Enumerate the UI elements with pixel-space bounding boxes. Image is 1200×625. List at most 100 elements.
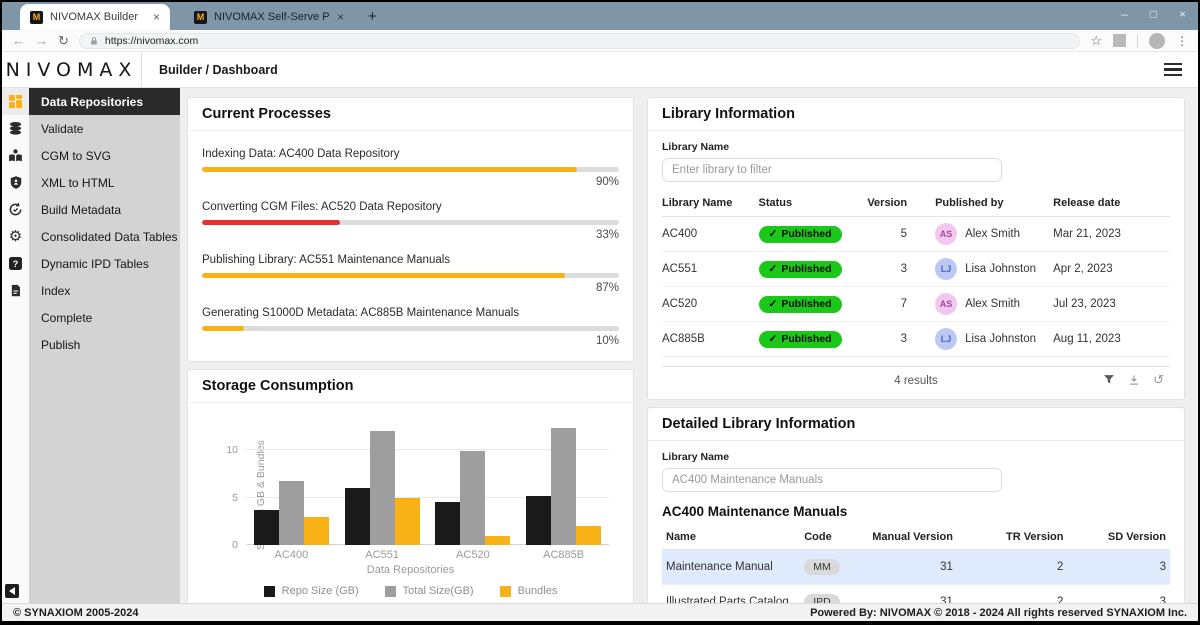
database-icon[interactable] [2, 115, 29, 142]
tr-version-cell: 2 [1057, 596, 1064, 603]
tab-nivomax-self-serve-portal[interactable]: M NIVOMAX Self-Serve Portal × [184, 4, 354, 30]
version-cell: 7 [900, 298, 908, 310]
url-text: https://nivomax.com [104, 34, 199, 47]
table-row[interactable]: AC885B ✓ Published 3 LJ Lisa Johnston Aug 11, … [662, 322, 1170, 357]
shield-icon[interactable] [2, 169, 29, 196]
footer-copyright-right: Powered By: NIVOMAX © 2018 - 2024 All ri… [810, 606, 1187, 619]
sidebar-item-xml-to-html[interactable]: XML to HTML [41, 176, 115, 190]
legend-item: Bundles [499, 585, 557, 597]
browser-tab-bar: M NIVOMAX Builder × M NIVOMAX Self-Serve… [2, 2, 1198, 30]
code-badge: IPD [804, 594, 840, 603]
tab-close-icon[interactable]: × [152, 10, 160, 24]
library-name-cell: AC551 [662, 263, 698, 275]
sidebar-item-publish[interactable]: Publish [41, 338, 81, 352]
bar [394, 497, 420, 545]
process-label: Converting CGM Files: AC520 Data Reposit… [202, 201, 442, 213]
table-row[interactable]: AC520 ✓ Published 7 AS Alex Smith Jul 23, 2023 [662, 287, 1170, 322]
help-icon[interactable]: ? [2, 250, 29, 277]
progress-percent: 87% [595, 282, 619, 294]
bar [460, 451, 486, 545]
hamburger-menu-icon[interactable] [1164, 52, 1182, 87]
library-name-cell: AC400 [662, 228, 698, 240]
library-filter-input[interactable] [662, 158, 1002, 182]
reload-icon[interactable]: ↻ [58, 33, 69, 48]
sidebar-item-cgm-to-svg[interactable]: CGM to SVG [41, 149, 112, 163]
status-cell: ✓ Published [758, 330, 866, 348]
publisher-name: Lisa Johnston [965, 263, 1037, 275]
x-tick-label: AC885B [543, 549, 585, 561]
forward-icon[interactable]: → [35, 33, 48, 48]
y-tick-label: 10 [226, 444, 238, 457]
table-row[interactable]: Illustrated Parts Catalog IPD 31 2 3 [662, 585, 1170, 603]
table-row[interactable]: AC400 ✓ Published 5 AS Alex Smith Mar 21, 2023 [662, 217, 1170, 252]
sidebar-item-consolidated-data-tables[interactable]: Consolidated Data Tables [41, 230, 178, 244]
manual-version-cell: 31 [940, 596, 953, 603]
status-text: Published [781, 333, 832, 345]
gear-icon[interactable]: ⚙ [8, 228, 23, 245]
tab-close-icon[interactable]: × [336, 10, 344, 24]
nivomax-logo: NIVOMAX [5, 58, 138, 81]
published-by-cell: LJ Lisa Johnston [921, 258, 1053, 280]
x-tick-label: AC551 [365, 549, 399, 561]
library-name-cell: AC520 [662, 298, 698, 310]
profile-avatar[interactable] [1149, 32, 1165, 49]
avatar: AS [935, 223, 958, 245]
published-by-cell: AS Alex Smith [921, 293, 1053, 315]
filter-funnel-icon[interactable] [1103, 374, 1115, 386]
col-tr-version: TR Version [1005, 531, 1064, 543]
sidebar-menu: Data Repositories Validate CGM to SVG XML t… [29, 88, 180, 603]
status-badge: ✓ Published [758, 330, 842, 348]
process-label: Publishing Library: AC551 Maintenance Ma… [202, 254, 451, 266]
detailed-library-heading: AC400 Maintenance Manuals [662, 504, 848, 519]
bar [526, 495, 552, 545]
col-name: Name [666, 531, 696, 543]
table-row[interactable]: AC551 ✓ Published 3 LJ Lisa Johnston Apr 2, 20… [662, 252, 1170, 287]
code-cell: MM [804, 559, 870, 575]
x-axis-label: Data Repositories [366, 564, 455, 576]
toolbar-divider [1137, 33, 1138, 48]
sd-version-cell: 3 [1159, 561, 1166, 573]
minimize-icon[interactable]: – [1121, 7, 1128, 21]
process-list: Indexing Data: AC400 Data Repository 90% C… [188, 131, 633, 361]
tab-nivomax-builder[interactable]: M NIVOMAX Builder × [20, 4, 170, 30]
back-icon[interactable]: ← [12, 33, 25, 48]
document-icon[interactable] [2, 277, 29, 304]
sidebar-item-complete[interactable]: Complete [41, 311, 93, 325]
refresh-icon[interactable]: ↺ [1153, 372, 1164, 387]
col-version: Version [867, 197, 908, 209]
status-badge: ✓ Published [758, 225, 842, 243]
detailed-library-filter-input[interactable] [662, 468, 1002, 492]
progress-bar-track [202, 273, 619, 278]
url-bar[interactable]: https://nivomax.com [78, 32, 1081, 49]
sidebar-item-build-metadata[interactable]: Build Metadata [41, 203, 122, 217]
dashboard-grid-icon[interactable] [2, 88, 29, 115]
bar [303, 516, 329, 545]
new-tab-button[interactable]: + [368, 8, 377, 25]
release-date-cell: Apr 2, 2023 [1053, 263, 1113, 275]
maximize-icon[interactable]: □ [1149, 7, 1157, 21]
manual-name-cell: Maintenance Manual [666, 561, 773, 573]
card-title: Current Processes [188, 98, 633, 131]
version-cell: 3 [900, 263, 908, 275]
manual-name-cell: Illustrated Parts Catalog [666, 596, 789, 603]
extension-icon[interactable] [1113, 34, 1126, 47]
sidebar-item-index[interactable]: Index [41, 284, 71, 298]
progress-bar-track [202, 220, 619, 225]
browser-menu-icon[interactable]: ⋮ [1176, 33, 1188, 48]
sidebar-item-data-repositories[interactable]: Data Repositories [29, 88, 180, 115]
sync-icon[interactable] [2, 196, 29, 223]
table-row[interactable]: Maintenance Manual MM 31 2 3 [662, 550, 1170, 585]
sidebar-item-dynamic-ipd-tables[interactable]: Dynamic IPD Tables [41, 257, 149, 271]
sidebar-collapse-icon[interactable] [5, 584, 19, 598]
x-tick-labels: AC400 AC551 AC520 AC885B [246, 549, 609, 561]
col-status: Status [758, 197, 793, 209]
sidebar-item-validate[interactable]: Validate [41, 122, 84, 136]
book-reader-icon[interactable] [2, 142, 29, 169]
bar [551, 428, 577, 545]
bookmark-star-icon[interactable]: ☆ [1090, 32, 1102, 48]
download-icon[interactable] [1128, 374, 1140, 386]
logo-box: NIVOMAX [2, 52, 142, 87]
bar [485, 535, 511, 545]
close-icon[interactable]: × [1178, 7, 1186, 21]
